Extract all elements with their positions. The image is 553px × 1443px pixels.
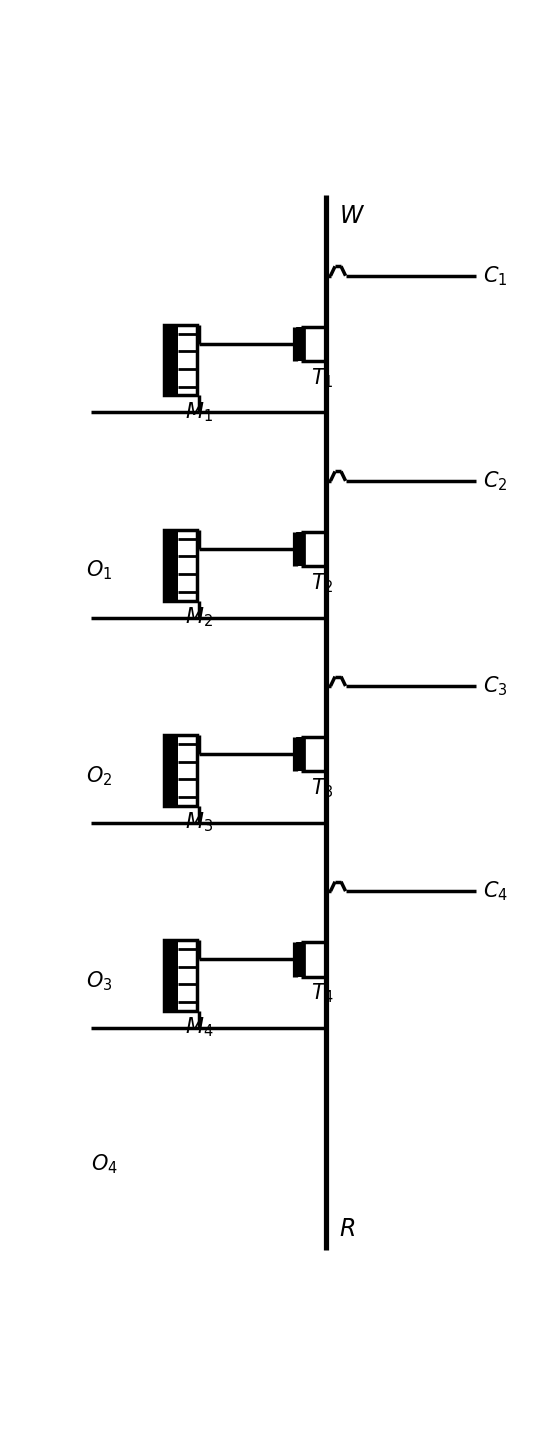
Text: $O_1$: $O_1$ xyxy=(86,558,113,583)
Text: $O_3$: $O_3$ xyxy=(86,970,113,993)
Text: $C_2$: $C_2$ xyxy=(483,469,507,492)
Text: $M_3$: $M_3$ xyxy=(185,811,213,834)
Text: $M_4$: $M_4$ xyxy=(185,1016,214,1039)
Text: $C_1$: $C_1$ xyxy=(483,264,507,287)
Text: $T_4$: $T_4$ xyxy=(311,981,335,1006)
Text: $W$: $W$ xyxy=(339,203,365,228)
Text: $C_4$: $C_4$ xyxy=(483,879,508,903)
Text: $R$: $R$ xyxy=(339,1216,355,1241)
Text: $M_2$: $M_2$ xyxy=(185,606,213,629)
Polygon shape xyxy=(164,530,178,600)
Polygon shape xyxy=(164,325,178,395)
Polygon shape xyxy=(164,941,178,1010)
Text: $T_3$: $T_3$ xyxy=(311,776,334,801)
Text: $T_1$: $T_1$ xyxy=(311,367,334,390)
Text: $O_2$: $O_2$ xyxy=(86,763,113,788)
Text: $M_1$: $M_1$ xyxy=(185,401,213,424)
Text: $T_2$: $T_2$ xyxy=(311,571,334,595)
Text: $O_4$: $O_4$ xyxy=(91,1153,117,1176)
Polygon shape xyxy=(164,734,178,805)
Text: $C_3$: $C_3$ xyxy=(483,674,507,698)
